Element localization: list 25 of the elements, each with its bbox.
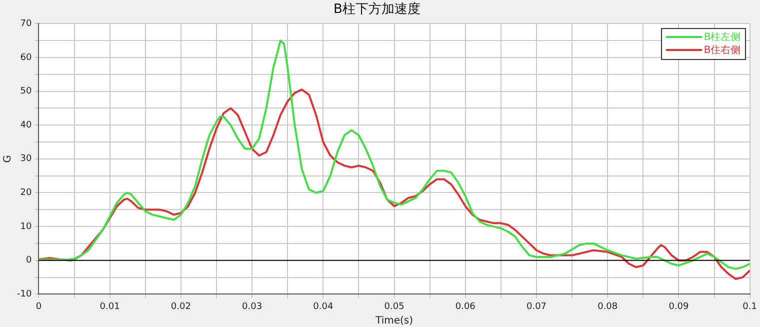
x-tick-label: 0.1 <box>742 302 758 312</box>
x-tick-label: 0.03 <box>242 302 262 312</box>
y-tick-label: 70 <box>20 18 32 29</box>
legend-label: B住右侧 <box>704 44 741 57</box>
y-tick-label: 0 <box>26 256 32 266</box>
y-tick-label: 20 <box>20 188 32 198</box>
y-tick-label: 40 <box>20 120 32 130</box>
x-tick-label: 0.09 <box>668 302 690 312</box>
y-tick-label: -10 <box>16 290 32 300</box>
x-tick-label: 0.01 <box>100 302 120 312</box>
x-tick-label: 0.04 <box>313 302 334 312</box>
x-tick-label: 0.08 <box>598 302 618 312</box>
x-tick-label: 0.05 <box>384 302 404 312</box>
y-axis-title: G <box>2 155 14 163</box>
y-tick-label: 60 <box>20 52 32 63</box>
y-tick-label: 30 <box>20 154 32 164</box>
x-tick-label: 0.02 <box>170 302 191 312</box>
chart-title: B柱下方加速度 <box>334 1 420 18</box>
x-tick-label: 0.07 <box>526 302 547 312</box>
x-axis-title: Time(s) <box>374 316 414 327</box>
x-tick-label: 0 <box>36 302 42 312</box>
x-tick-label: 0.06 <box>455 302 476 312</box>
y-tick-label: 10 <box>20 222 32 232</box>
legend-label: B柱左侧 <box>704 30 741 44</box>
y-tick-label: 50 <box>20 86 32 97</box>
